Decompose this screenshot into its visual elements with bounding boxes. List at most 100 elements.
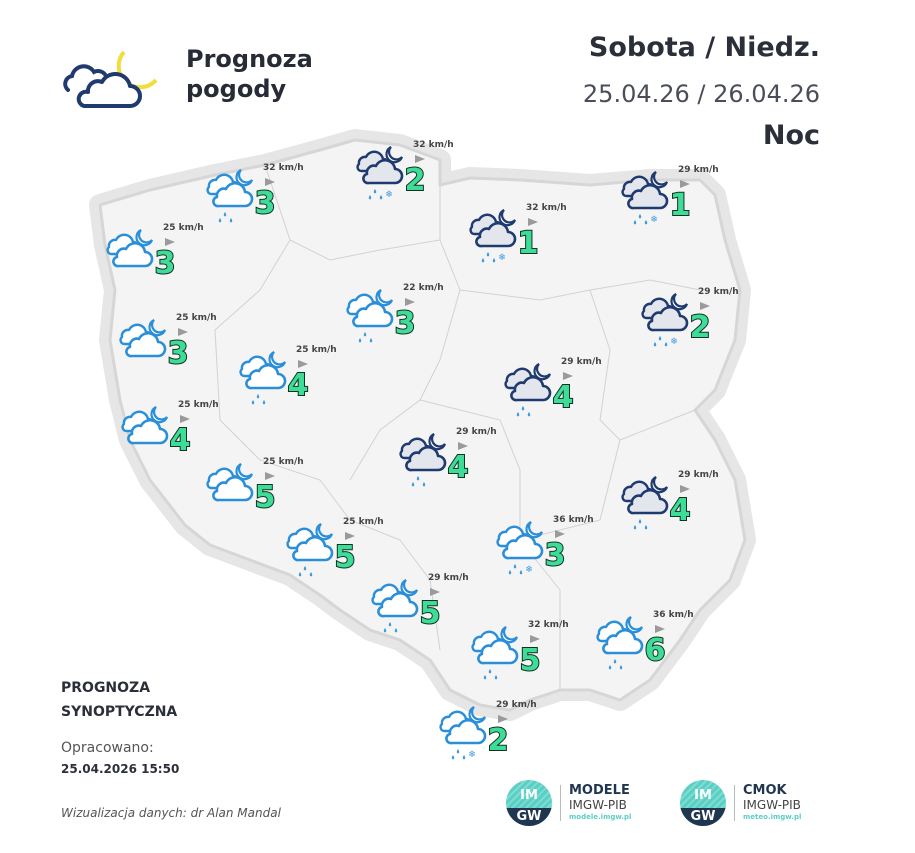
temperature-value: 1: [670, 188, 691, 223]
wind-speed-label: 25 km/h: [178, 400, 219, 410]
wind-direction-arrow-icon: [680, 180, 690, 188]
cloud-moon-icon: [286, 523, 334, 577]
rain-drop-icon: [613, 659, 617, 664]
weather-station: ❄ 1 32 km/h: [469, 203, 567, 263]
logo-cmok[interactable]: IM GW CMOK IMGW-PIB meteo.imgw.pl: [680, 780, 801, 826]
temperature-value: 2: [488, 723, 509, 758]
rain-drop-icon: [644, 220, 648, 225]
rain-drop-icon: [411, 482, 415, 487]
moon-icon: [375, 289, 394, 307]
logo-url[interactable]: meteo.imgw.pl: [743, 813, 802, 821]
snowflake-icon: ❄: [498, 253, 506, 263]
logo-mark-bottom: GW: [680, 808, 726, 826]
rain-drop-icon: [363, 332, 367, 337]
rain-drop-icon: [251, 400, 255, 405]
wind-direction-arrow-icon: [265, 178, 275, 186]
heavy-cloud-moon-icon: [504, 363, 552, 417]
cloud-moon-icon: [206, 463, 254, 502]
logo-divider: [560, 785, 561, 821]
wind-direction-arrow-icon: [405, 298, 415, 306]
temperature-value: 4: [288, 368, 309, 403]
moon-icon: [135, 229, 154, 247]
title-line-1: Prognoza: [186, 45, 313, 73]
cloud-moon-icon: [471, 626, 519, 680]
wind-speed-label: 25 km/h: [263, 457, 304, 467]
front-cloud-icon: [477, 638, 519, 665]
wind-speed-label: 25 km/h: [296, 345, 337, 355]
logo-modele[interactable]: IM GW MODELE IMGW-PIB modele.imgw.pl: [506, 780, 631, 826]
front-cloud-icon: [352, 301, 394, 328]
weather-station: 3 25 km/h: [119, 313, 217, 372]
region-borders: [214, 164, 701, 690]
rain-drop-icon: [494, 675, 498, 680]
rain-drop-icon: [633, 220, 637, 225]
cloud-moon-icon: [346, 289, 394, 343]
heavy-cloud-moon-icon: ❄: [641, 293, 689, 347]
weather-station: ❄ 2 32 km/h: [356, 140, 454, 200]
wind-direction-arrow-icon: [298, 360, 308, 368]
wind-direction-arrow-icon: [345, 532, 355, 540]
app-title: Prognoza pogody: [186, 44, 313, 104]
cloud-moon-icon: [121, 406, 169, 445]
logo-divider: [734, 785, 735, 821]
moon-icon: [150, 406, 169, 424]
rain-drop-icon: [664, 342, 668, 347]
snowflake-icon: ❄: [385, 190, 393, 200]
front-cloud-icon: [647, 305, 689, 332]
cloud-moon-icon: [106, 229, 154, 268]
wind-speed-label: 29 km/h: [561, 357, 602, 367]
wind-direction-arrow-icon: [180, 415, 190, 423]
moon-icon: [428, 433, 447, 451]
wind-speed-label: 32 km/h: [263, 163, 304, 173]
front-cloud-icon: [627, 183, 669, 210]
weather-station: 5 32 km/h: [471, 620, 569, 680]
rain-drop-icon: [462, 755, 466, 760]
cloud-moon-icon: ❄: [496, 521, 544, 575]
rain-drop-icon: [358, 338, 362, 343]
front-cloud-icon: [362, 158, 404, 185]
temperature-value: 5: [335, 540, 356, 575]
logo-mark-bottom: GW: [506, 808, 552, 826]
rain-drop-icon: [368, 195, 372, 200]
logo-url[interactable]: modele.imgw.pl: [569, 813, 632, 821]
cloud-moon-icon: [63, 50, 158, 108]
wind-speed-label: 32 km/h: [526, 203, 567, 213]
wind-direction-arrow-icon: [555, 530, 565, 538]
weather-station: 5 25 km/h: [286, 517, 384, 577]
moon-icon: [498, 209, 517, 227]
cloud-moon-icon: [119, 319, 167, 358]
temperature-value: 3: [395, 306, 416, 341]
moon-icon: [385, 146, 404, 164]
moon-icon: [235, 169, 254, 187]
cloud-moon-icon: [371, 579, 419, 633]
snowflake-icon: ❄: [650, 215, 658, 225]
title-line-2: pogody: [186, 75, 287, 103]
temperature-value: 5: [420, 596, 441, 631]
rain-drop-icon: [638, 214, 642, 219]
wind-speed-label: 29 km/h: [496, 700, 537, 710]
wind-direction-arrow-icon: [680, 485, 690, 493]
weather-station: 3 22 km/h: [346, 283, 444, 343]
snowflake-icon: ❄: [468, 750, 476, 760]
forecast-type-line-2: SYNOPTYCZNA: [61, 704, 178, 720]
cloud-moon-icon: [206, 169, 254, 223]
rain-drop-icon: [379, 195, 383, 200]
wind-speed-label: 25 km/h: [343, 517, 384, 527]
rain-drop-icon: [658, 336, 662, 341]
weather-station: 4 25 km/h: [239, 345, 337, 405]
moon-icon: [148, 319, 167, 337]
front-cloud-icon: [112, 241, 154, 268]
wind-speed-label: 25 km/h: [176, 313, 217, 323]
moon-icon: [625, 616, 644, 634]
weather-station: 5 25 km/h: [206, 457, 304, 516]
wind-direction-arrow-icon: [700, 302, 710, 310]
wind-direction-arrow-icon: [655, 625, 665, 633]
temperature-value: 2: [405, 163, 426, 198]
wind-direction-arrow-icon: [265, 472, 275, 480]
front-cloud-icon: [245, 363, 287, 390]
temperature-value: 4: [553, 380, 574, 415]
wind-direction-arrow-icon: [563, 372, 573, 380]
logo-org: IMGW-PIB: [569, 798, 627, 812]
cloud-moon-icon: [239, 351, 287, 405]
